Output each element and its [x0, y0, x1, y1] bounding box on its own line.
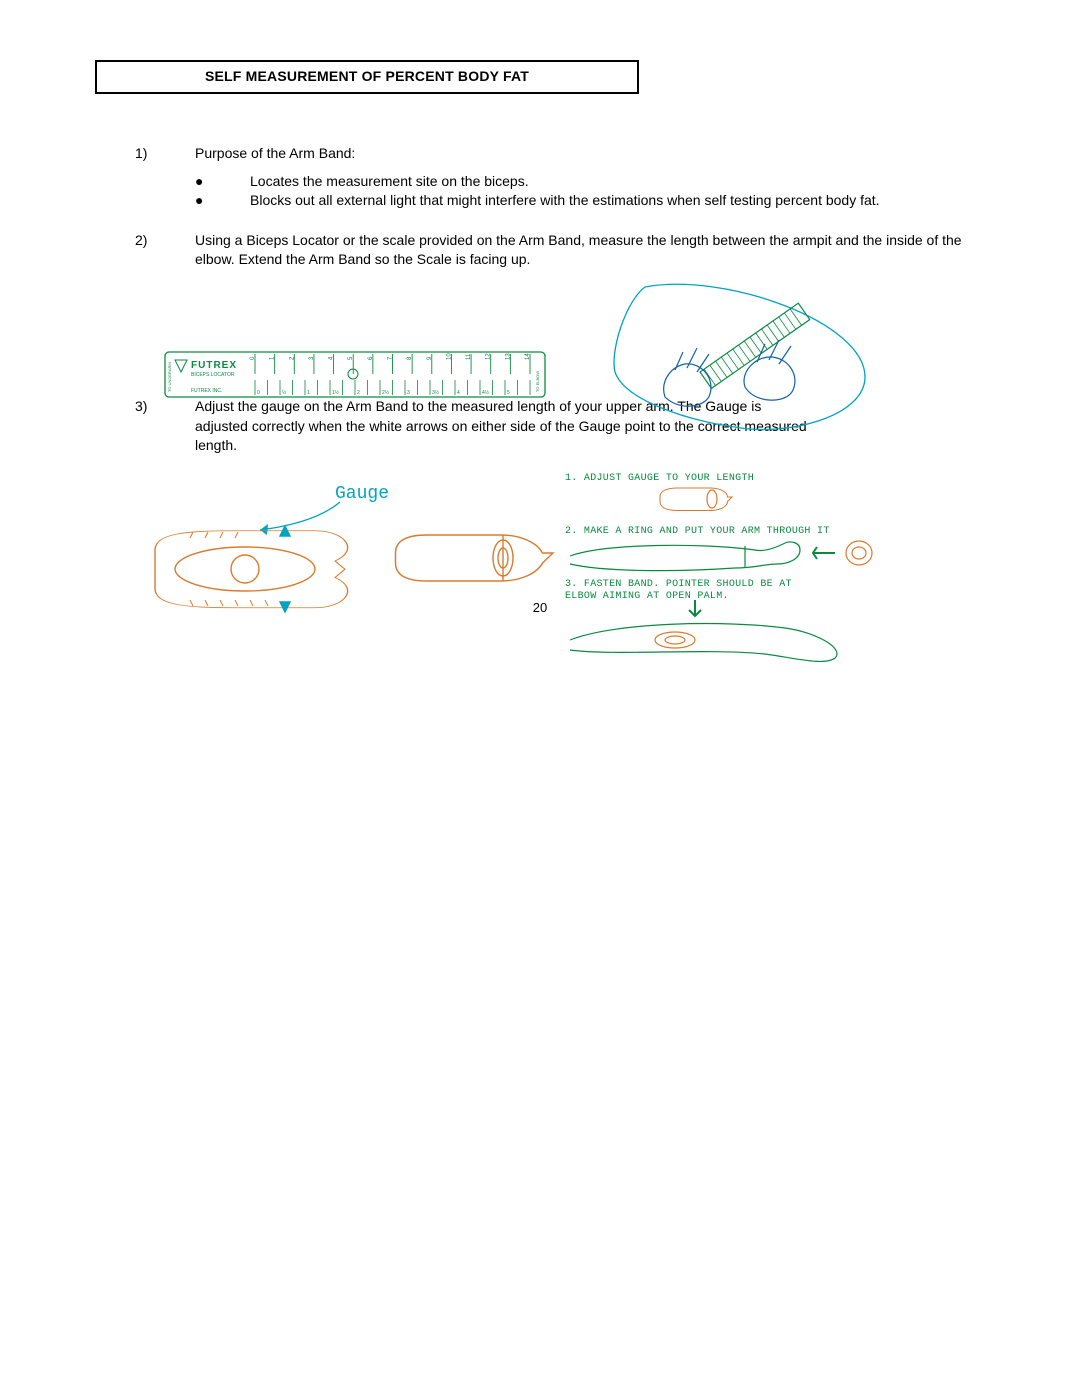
bullet-text: Blocks out all external light that might… — [250, 191, 880, 211]
item-number: 1) — [135, 144, 195, 164]
bullet-item: ● Locates the measurement site on the bi… — [195, 172, 995, 192]
item-number: 2) — [135, 231, 195, 251]
instruction-steps: 1. ADJUST GAUGE TO YOUR LENGTH 2. MAKE A… — [565, 473, 872, 661]
bullet-item: ● Blocks out all external light that mig… — [195, 191, 995, 211]
svg-text:1½: 1½ — [332, 389, 340, 396]
svg-text:13: 13 — [505, 353, 511, 360]
page-title: SELF MEASUREMENT OF PERCENT BODY FAT — [205, 68, 529, 84]
svg-text:4½: 4½ — [482, 389, 490, 396]
svg-text:2½: 2½ — [382, 389, 390, 396]
list-item-2: 2) Using a Biceps Locator or the scale p… — [135, 231, 995, 270]
item-text: Purpose of the Arm Band: — [195, 144, 995, 164]
ruler-diagram: FUTREX BICEPS LOCATOR FUTREX INC. TO UND… — [165, 352, 545, 397]
item-text: Using a Biceps Locator or the scale prov… — [195, 231, 995, 270]
svg-text:TO UNDERARM: TO UNDERARM — [167, 362, 172, 392]
title-box: SELF MEASUREMENT OF PERCENT BODY FAT — [95, 60, 639, 94]
svg-text:2: 2 — [357, 390, 360, 396]
page-number: 20 — [0, 600, 1080, 615]
svg-text:5: 5 — [507, 390, 510, 396]
svg-text:3: 3 — [407, 390, 410, 396]
svg-text:3. FASTEN BAND. POINTER SHOULD: 3. FASTEN BAND. POINTER SHOULD BE AT — [565, 579, 792, 590]
document-page: SELF MEASUREMENT OF PERCENT BODY FAT 1) … — [0, 0, 1080, 1397]
svg-text:½: ½ — [282, 389, 287, 396]
svg-text:2. MAKE A RING AND PUT YOUR AR: 2. MAKE A RING AND PUT YOUR ARM THROUGH … — [565, 526, 830, 537]
figure-ruler-and-arm: FUTREX BICEPS LOCATOR FUTREX INC. TO UND… — [85, 282, 995, 442]
svg-text:3½: 3½ — [432, 389, 440, 396]
svg-text:11: 11 — [466, 353, 472, 360]
svg-text:TO ELBOW: TO ELBOW — [535, 371, 540, 392]
svg-text:BICEPS LOCATOR: BICEPS LOCATOR — [191, 372, 235, 378]
armband-top-view — [155, 526, 348, 612]
figure-armband-and-steps: Gauge — [85, 468, 995, 668]
svg-text:14: 14 — [525, 353, 531, 360]
bullet-icon: ● — [195, 191, 250, 211]
svg-text:10: 10 — [446, 353, 452, 360]
bullet-icon: ● — [195, 172, 250, 192]
arm-measure-diagram — [614, 284, 865, 429]
svg-text:1: 1 — [307, 390, 310, 396]
svg-text:12: 12 — [486, 353, 492, 360]
svg-text:FUTREX: FUTREX — [191, 360, 237, 371]
svg-text:1. ADJUST GAUGE TO YOUR LENGTH: 1. ADJUST GAUGE TO YOUR LENGTH — [565, 473, 754, 484]
svg-text:0: 0 — [257, 390, 260, 396]
armband-side-view — [396, 535, 554, 581]
bullet-text: Locates the measurement site on the bice… — [250, 172, 529, 192]
gauge-label: Gauge — [335, 484, 389, 504]
svg-text:4: 4 — [457, 390, 460, 396]
svg-text:FUTREX INC.: FUTREX INC. — [191, 388, 222, 394]
list-item-1: 1) Purpose of the Arm Band: — [135, 144, 995, 164]
